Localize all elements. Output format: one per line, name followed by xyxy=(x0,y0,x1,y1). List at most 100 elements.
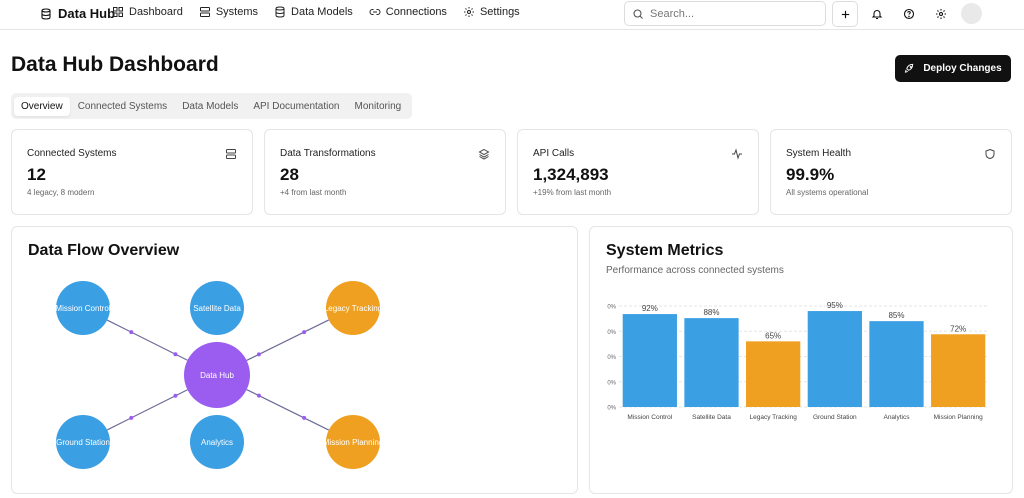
nav-systems[interactable]: Systems xyxy=(199,6,258,18)
chart-data-label: 95% xyxy=(827,301,843,310)
tab-connected-systems[interactable]: Connected Systems xyxy=(77,100,168,112)
chart-data-label: 92% xyxy=(642,304,658,313)
metrics-title: System Metrics xyxy=(606,242,724,259)
help-button[interactable] xyxy=(896,1,922,27)
chart-category-label: Mission Control xyxy=(627,414,672,421)
stat-card-data-transformations: Data Transformations 28 +4 from last mon… xyxy=(264,129,506,215)
deploy-changes-button[interactable]: Deploy Changes xyxy=(895,55,1011,82)
chart-data-label: 88% xyxy=(703,308,719,317)
chart-bar-mission-planning[interactable] xyxy=(931,334,986,407)
chart-y-tick-label: 0% xyxy=(607,305,616,311)
gear-icon xyxy=(463,7,474,17)
stat-card-system-health: System Health 99.9% All systems operatio… xyxy=(770,129,1012,215)
flow-dot xyxy=(256,352,261,357)
stat-label: API Calls xyxy=(533,148,575,159)
stat-subtext: +4 from last month xyxy=(280,188,347,197)
bell-icon xyxy=(871,10,883,20)
nav-settings[interactable]: Settings xyxy=(463,6,520,18)
chart-bar-mission-control[interactable] xyxy=(622,314,677,407)
chart-category-label: Satellite Data xyxy=(692,414,731,421)
deploy-changes-label: Deploy Changes xyxy=(923,63,1002,74)
search-icon xyxy=(633,8,643,19)
flow-node-label: Mission Control xyxy=(55,304,110,313)
activity-icon xyxy=(732,148,742,160)
chart-bar-analytics[interactable] xyxy=(869,321,924,407)
nav-links: Dashboard Systems Data Models Connection… xyxy=(112,6,520,18)
chart-bar-ground-station[interactable] xyxy=(807,311,862,407)
stat-value: 12 xyxy=(27,165,46,184)
chart-y-tick-label: 0% xyxy=(607,355,616,361)
stat-subtext: All systems operational xyxy=(786,188,869,197)
avatar[interactable] xyxy=(961,3,982,24)
plus-icon xyxy=(841,10,849,18)
flow-node-label: Analytics xyxy=(201,438,233,447)
flow-node-label: Mission Planning xyxy=(323,438,383,447)
stat-label: System Health xyxy=(786,148,852,159)
layers-icon xyxy=(478,148,490,160)
chart-bar-satellite-data[interactable] xyxy=(684,318,739,407)
stat-card-connected-systems: Connected Systems 12 4 legacy, 8 modern xyxy=(11,129,253,215)
nav-data-models[interactable]: Data Models xyxy=(274,6,353,18)
flow-dot xyxy=(129,330,134,335)
grid-icon xyxy=(113,7,123,17)
flow-node-mission-control[interactable] xyxy=(56,281,110,335)
notifications-button[interactable] xyxy=(864,1,890,27)
flow-node-mission-planning[interactable] xyxy=(326,415,380,469)
chart-y-tick-label: 0% xyxy=(607,330,616,336)
chart-data-label: 65% xyxy=(765,331,781,340)
page-title: Data Hub Dashboard xyxy=(11,53,219,76)
server-icon xyxy=(199,7,210,17)
chart-category-label: Ground Station xyxy=(813,414,857,421)
brand-name: Data Hub xyxy=(58,6,116,21)
flow-node-satellite-data[interactable] xyxy=(190,281,244,335)
tab-overview[interactable]: Overview xyxy=(14,96,70,116)
flow-hub-label: Data Hub xyxy=(200,371,234,380)
stat-subtext: 4 legacy, 8 modern xyxy=(27,188,95,197)
nav-connections[interactable]: Connections xyxy=(369,6,447,18)
flow-dot xyxy=(129,415,134,420)
chart-category-label: Analytics xyxy=(883,414,910,421)
nav-data-models-label: Data Models xyxy=(291,6,353,18)
database-icon xyxy=(275,6,285,18)
metrics-subtitle: Performance across connected systems xyxy=(606,265,784,276)
brand[interactable]: Data Hub xyxy=(40,6,115,21)
rocket-icon xyxy=(905,63,914,73)
flow-node-analytics[interactable] xyxy=(190,415,244,469)
nav-dashboard[interactable]: Dashboard xyxy=(112,6,183,18)
database-icon xyxy=(41,7,51,20)
tab-monitoring[interactable]: Monitoring xyxy=(354,100,402,112)
tab-data-models[interactable]: Data Models xyxy=(182,100,239,112)
stat-label: Connected Systems xyxy=(27,148,117,159)
top-nav: Data Hub Dashboard Systems Data Models C… xyxy=(0,0,1024,30)
flow-dot xyxy=(173,352,178,357)
flow-dot xyxy=(302,415,307,420)
gear-icon xyxy=(936,9,946,19)
stat-card-api-calls: API Calls 1,324,893 +19% from last month xyxy=(517,129,759,215)
system-metrics-chart: 0% 0% 0% 0% 0% 92% Mission Control 88% Satellite… xyxy=(607,301,989,421)
chart-category-label: Mission Planning xyxy=(934,414,984,421)
data-flow-title: Data Flow Overview xyxy=(28,242,180,259)
chart-bar-legacy-tracking[interactable] xyxy=(746,341,801,407)
flow-dot xyxy=(173,393,178,398)
stat-label: Data Transformations xyxy=(280,148,376,159)
stat-subtext: +19% from last month xyxy=(533,188,612,197)
link-icon xyxy=(369,9,381,15)
flow-node-data-hub[interactable] xyxy=(184,342,250,408)
chart-category-label: Legacy Tracking xyxy=(749,414,797,421)
flow-dot xyxy=(256,393,261,398)
flow-node-ground-station[interactable] xyxy=(56,415,110,469)
chart-y-tick-label: 0% xyxy=(607,380,616,386)
tab-api-documentation[interactable]: API Documentation xyxy=(253,100,340,112)
nav-settings-label: Settings xyxy=(479,6,520,18)
settings-button[interactable] xyxy=(928,1,954,27)
tab-bar: Overview Connected Systems Data Models A… xyxy=(11,93,413,119)
shield-icon xyxy=(985,148,995,160)
flow-node-label: Legacy Tracking xyxy=(324,304,382,313)
help-icon xyxy=(903,8,915,20)
search-box[interactable] xyxy=(624,1,826,26)
stat-value: 99.9% xyxy=(786,165,835,184)
search-input[interactable] xyxy=(650,7,810,20)
add-button[interactable] xyxy=(832,1,858,27)
nav-connections-label: Connections xyxy=(385,6,447,18)
flow-node-legacy-tracking[interactable] xyxy=(326,281,380,335)
